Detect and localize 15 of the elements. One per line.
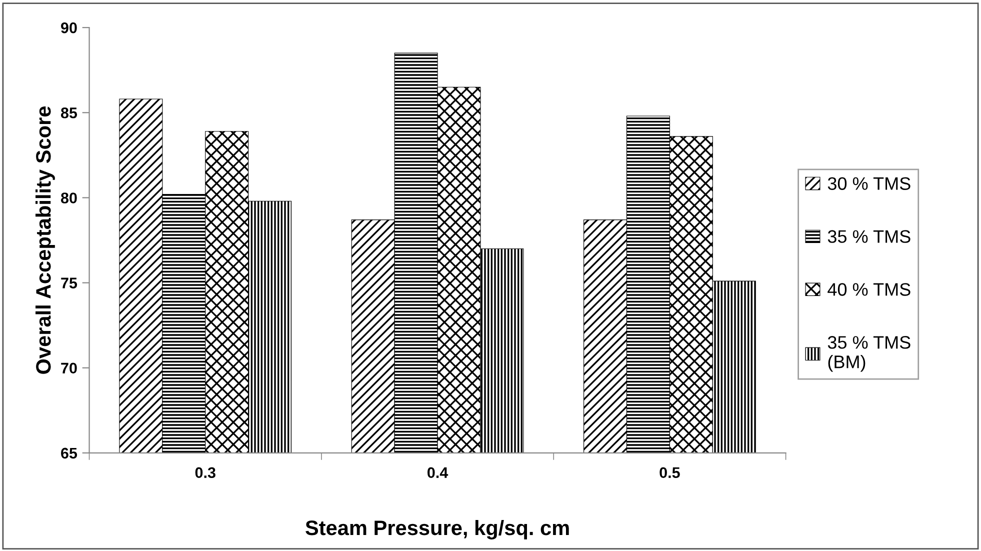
x-axis-title: Steam Pressure, kg/sq. cm [306,520,569,540]
x-tick-label: 0.4 [428,467,448,478]
legend-label: 35 % TMS (BM) [828,336,910,372]
legend-label: 35 % TMS [828,230,910,243]
y-tick-label: 70 [61,362,77,374]
x-tick-label: 0.3 [195,467,216,478]
y-tick-label: 75 [61,278,78,288]
y-tick-label: 90 [61,22,77,34]
y-tick-label: 80 [60,192,77,204]
y-tick-label: 85 [60,107,78,118]
x-tick-label: 0.5 [660,467,680,478]
legend-label: 30 % TMS [828,177,910,190]
y-tick-label: 65 [61,448,78,459]
legend-label: 40 % TMS [828,283,910,296]
y-axis-title: Overall Acceptability Score [36,106,55,374]
